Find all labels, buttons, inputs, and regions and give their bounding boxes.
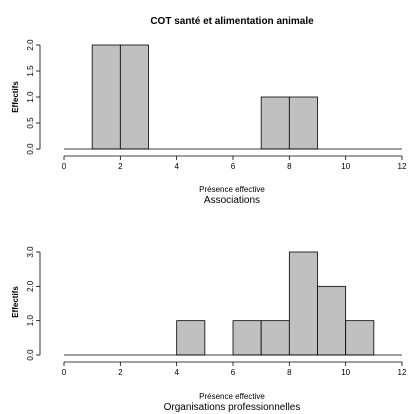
y-tick-label: 2.0 <box>26 280 35 292</box>
x-tick-label: 2 <box>118 368 123 377</box>
x-tick-label: 12 <box>398 368 407 377</box>
y-tick-label: 1.0 <box>26 315 35 327</box>
y-tick-label: 0.5 <box>26 117 35 129</box>
histogram-bar <box>176 320 206 356</box>
y-tick-label: 2.0 <box>26 39 35 51</box>
y-axis-label: Effectifs <box>11 81 20 113</box>
y-axis: 0.0 0.5 1.0 1.5 2.0 <box>26 39 41 155</box>
histogram-bar <box>317 285 347 356</box>
x-tick-label: 2 <box>118 162 123 171</box>
x-tick-label: 10 <box>341 368 350 377</box>
x-tick-label: 8 <box>287 162 292 171</box>
histogram-bar <box>91 44 121 150</box>
x-tick-label: 4 <box>174 368 179 377</box>
histogram-panel-organisations: 0 2 4 6 8 10 12 0.0 1.0 2.0 3.0 Présence effectiv… <box>11 246 407 413</box>
x-axis-label: Présence effective <box>199 392 265 401</box>
bars-group <box>64 44 402 150</box>
x-tick-label: 6 <box>231 368 236 377</box>
chart-title: COT santé et alimentation animale <box>150 16 314 27</box>
histogram-bar <box>288 96 318 150</box>
x-axis-label: Présence effective <box>199 185 265 194</box>
x-axis: 0 2 4 6 8 10 12 <box>62 155 407 171</box>
y-axis-label: Effectifs <box>11 286 20 318</box>
histogram-bar <box>232 320 262 356</box>
x-tick-label: 8 <box>287 368 292 377</box>
x-tick-label: 10 <box>341 162 350 171</box>
x-tick-label: 0 <box>62 162 67 171</box>
panel-subtitle: Organisations professionnelles <box>164 402 301 413</box>
histogram-bar <box>345 320 375 356</box>
y-tick-label: 0.0 <box>26 349 35 361</box>
histogram-bar <box>288 251 318 356</box>
x-tick-label: 6 <box>231 162 236 171</box>
y-tick-label: 1.5 <box>26 65 35 77</box>
y-axis: 0.0 1.0 2.0 3.0 <box>26 246 41 361</box>
bars-group <box>64 251 402 356</box>
histogram-bar <box>260 96 290 150</box>
x-tick-label: 0 <box>62 368 67 377</box>
y-tick-label: 1.0 <box>26 91 35 103</box>
y-tick-label: 3.0 <box>26 246 35 258</box>
x-axis: 0 2 4 6 8 10 12 <box>62 361 407 377</box>
histogram-panel-associations: COT santé et alimentation animale 0 2 4 6 8 1… <box>11 16 407 206</box>
y-tick-label: 0.0 <box>26 143 35 155</box>
x-tick-label: 4 <box>174 162 179 171</box>
histogram-bar <box>260 320 290 356</box>
histogram-bar <box>119 44 149 150</box>
x-tick-label: 12 <box>398 162 407 171</box>
panel-subtitle: Associations <box>204 195 260 206</box>
